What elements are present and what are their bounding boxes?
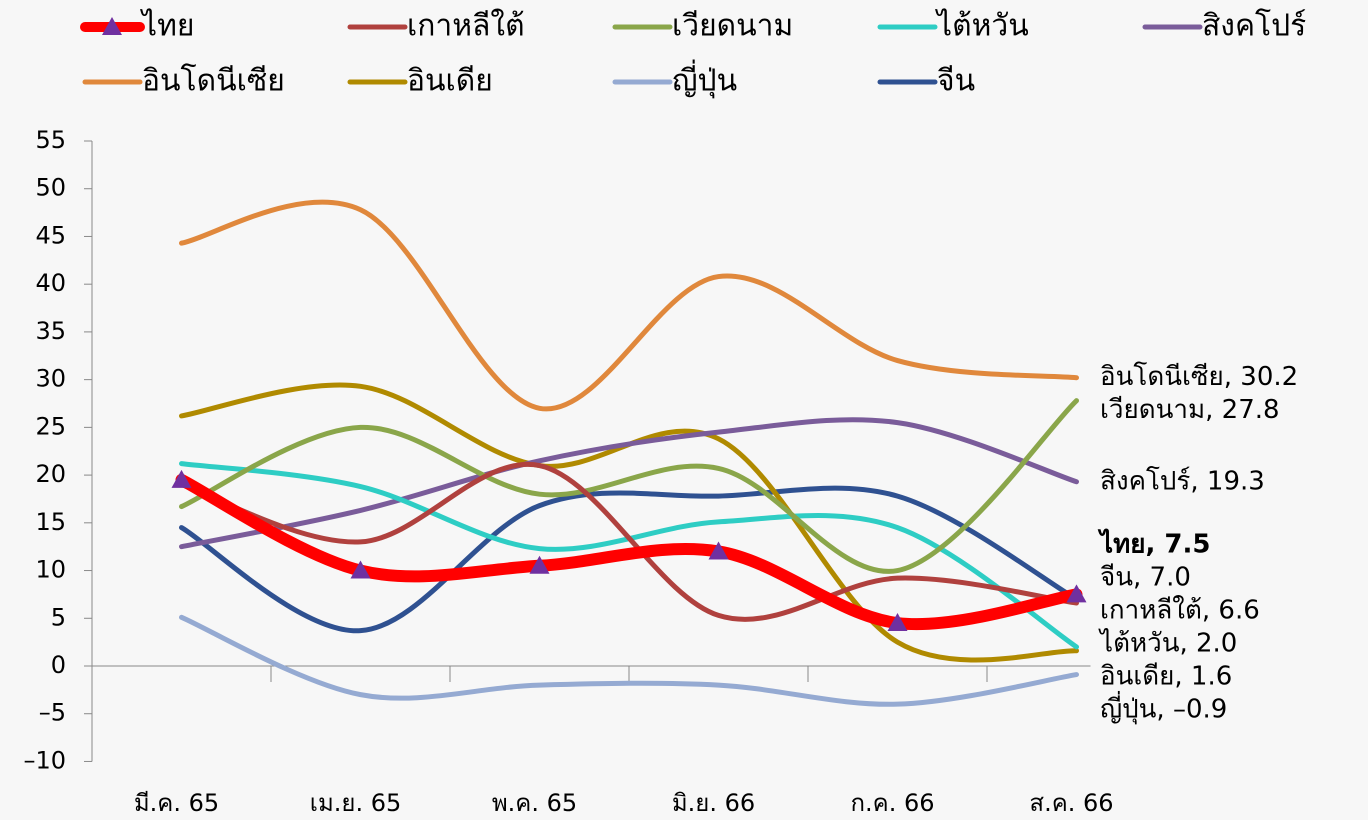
data-label: สิงคโปร์, 19.3: [1100, 465, 1265, 496]
series: [171, 469, 1087, 632]
data-label: อินโดนีเซีย, 30.2: [1100, 361, 1298, 392]
line: [179, 461, 1079, 622]
y-tick-label: 15: [35, 508, 66, 536]
marker: [708, 541, 729, 560]
marker: [887, 613, 908, 632]
legend-label: อินเดีย: [407, 64, 493, 99]
line: [179, 614, 1079, 707]
line: [179, 398, 1079, 574]
x-tick-label: เม.ย. 65: [310, 789, 402, 817]
series: [179, 199, 1079, 412]
y-tick-label: 55: [35, 126, 66, 154]
marker: [529, 555, 550, 574]
series: [179, 614, 1079, 707]
legend-item: อินเดีย: [347, 64, 493, 99]
marker: [350, 560, 371, 579]
series: [179, 417, 1079, 550]
marker: [171, 469, 192, 488]
legend-item: เกาหลีใต้: [347, 9, 525, 44]
y-tick-label: –10: [23, 746, 66, 774]
y-tick-label: 10: [35, 556, 66, 584]
x-tick-label: มี.ค. 65: [134, 789, 219, 817]
legend-item: ไทย: [80, 8, 194, 44]
legend-label: เวียดนาม: [672, 9, 793, 44]
legend-label: จีน: [937, 64, 975, 99]
y-tick-label: 30: [35, 365, 66, 393]
y-tick-label: –5: [39, 699, 66, 727]
x-tick-label: ก.ค. 66: [850, 789, 934, 817]
y-tick-label: 50: [35, 174, 66, 202]
legend-marker: [102, 17, 122, 35]
legend-label: ไทย: [140, 8, 194, 44]
data-label: ไทย, 7.5: [1097, 528, 1210, 560]
legend-label: สิงคโปร์: [1202, 8, 1306, 44]
data-label: จีน, 7.0: [1100, 563, 1191, 593]
line: [179, 485, 1079, 634]
line: [179, 417, 1079, 550]
series: [179, 398, 1079, 574]
legend-item: เวียดนาม: [612, 9, 793, 44]
legend-item: ไต้หวัน: [877, 8, 1029, 44]
series: [179, 461, 1079, 622]
legend-item: จีน: [877, 64, 975, 99]
y-tick-label: 45: [35, 221, 66, 249]
x-tick-label: พ.ค. 65: [492, 789, 577, 817]
legend-item: อินโดนีเซีย: [82, 63, 285, 99]
legend-label: ไต้หวัน: [935, 8, 1029, 44]
legend-item: ญี่ปุ่น: [612, 60, 737, 100]
x-tick-label: ส.ค. 66: [1029, 789, 1113, 817]
y-tick-label: 25: [35, 412, 66, 440]
line: [179, 461, 1079, 650]
legend-label: ญี่ปุ่น: [672, 60, 737, 100]
y-tick-label: 5: [51, 603, 66, 631]
y-tick-label: 40: [35, 269, 66, 297]
data-label: ไต้หวัน, 2.0: [1098, 628, 1237, 659]
x-tick-label: มิ.ย. 66: [672, 789, 755, 817]
y-tick-label: 35: [35, 317, 66, 345]
y-tick-label: 0: [51, 651, 66, 679]
marker: [1066, 584, 1087, 603]
line: [179, 199, 1079, 412]
legend-item: สิงคโปร์: [1142, 8, 1306, 44]
data-label: อินเดีย, 1.6: [1100, 662, 1232, 692]
data-label: ญี่ปุ่น, –0.9: [1100, 691, 1227, 725]
data-label: เกาหลีใต้, 6.6: [1100, 596, 1260, 626]
line: [175, 473, 1083, 631]
data-label: เวียดนาม, 27.8: [1100, 395, 1280, 425]
series: [179, 485, 1079, 634]
legend-label: เกาหลีใต้: [407, 9, 525, 44]
y-tick-label: 20: [35, 460, 66, 488]
series: [179, 461, 1079, 650]
legend-label: อินโดนีเซีย: [142, 63, 285, 99]
